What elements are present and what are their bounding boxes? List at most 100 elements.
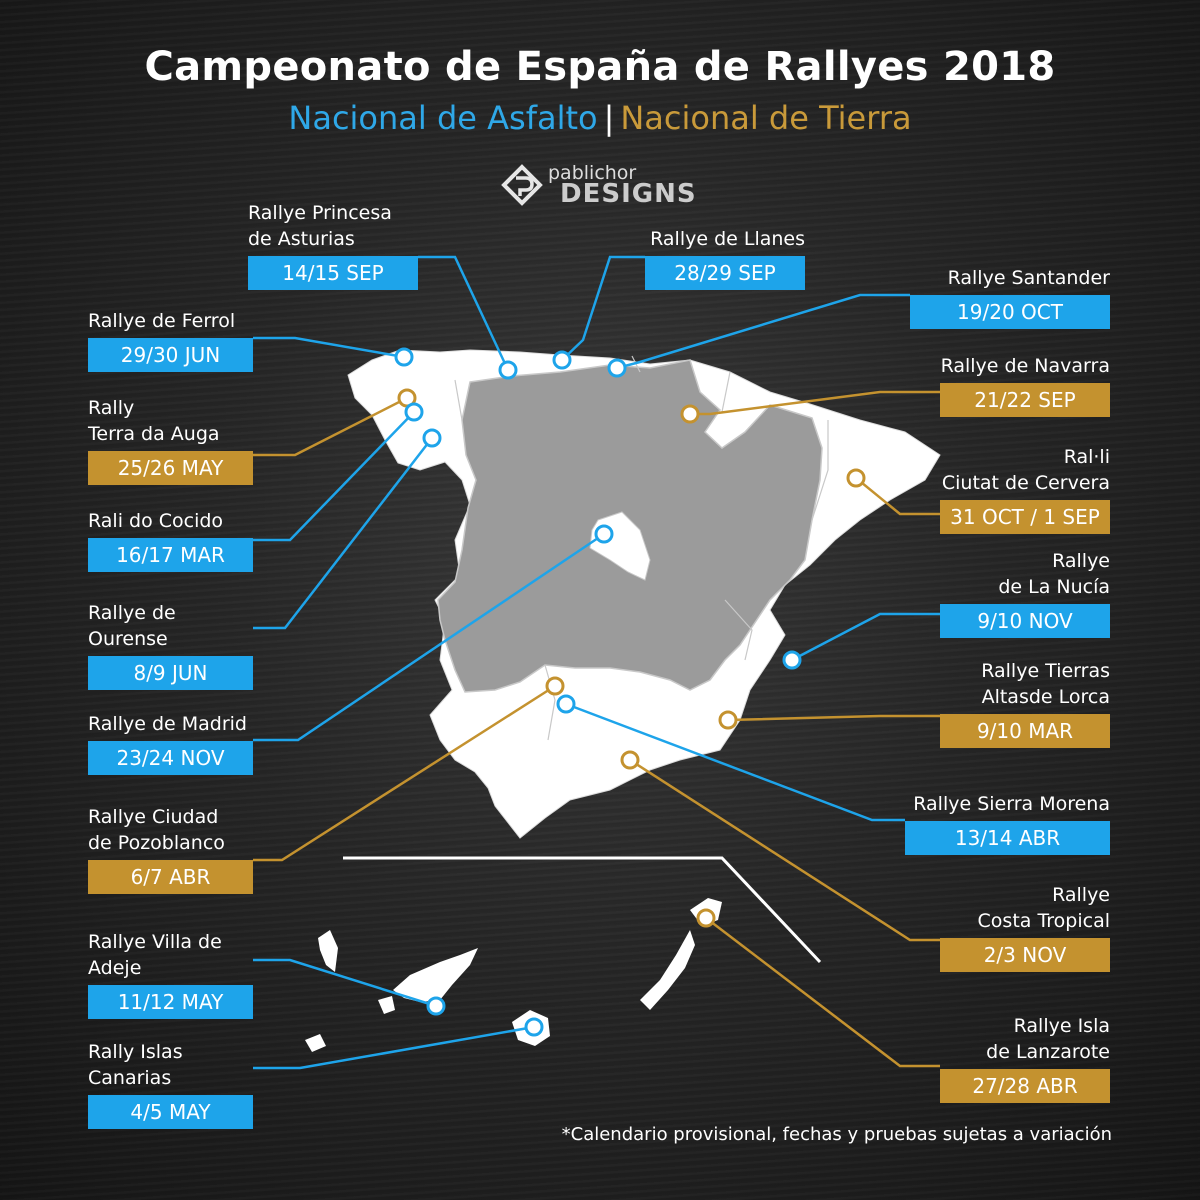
rally-name-line: Costa Tropical bbox=[977, 910, 1110, 932]
connector-ferrol bbox=[253, 336, 405, 359]
rally-name-line: Rallye Santander bbox=[947, 267, 1110, 289]
connector-cervera bbox=[855, 477, 940, 516]
connector-navarra bbox=[690, 390, 940, 416]
rally-tropical: Rallye Costa Tropical 2/3 NOV bbox=[940, 882, 1110, 972]
connector-canarias bbox=[253, 1025, 535, 1070]
rally-ferrol: Rallye de Ferrol 29/30 JUN bbox=[88, 308, 253, 372]
rally-name-line: de Lanzarote bbox=[986, 1041, 1110, 1063]
marker-navarra bbox=[680, 404, 700, 424]
rally-name-line: Rallye bbox=[1052, 550, 1110, 572]
legend-asfalto: Nacional de Asfalto bbox=[288, 99, 598, 137]
rally-date-badge: 29/30 JUN bbox=[88, 338, 253, 372]
connector-princesa bbox=[418, 255, 510, 371]
marker-llanes bbox=[552, 350, 572, 370]
connector-tropical bbox=[629, 758, 940, 942]
connector-santander bbox=[616, 293, 910, 370]
rally-date-badge: 6/7 ABR bbox=[88, 860, 253, 894]
rally-date-badge: 23/24 NOV bbox=[88, 741, 253, 775]
rally-lanzarote: Rallye Isla de Lanzarote 27/28 ABR bbox=[940, 1013, 1110, 1103]
rally-date-badge: 13/14 ABR bbox=[905, 821, 1110, 855]
connector-lines bbox=[253, 255, 940, 1070]
rally-date-badge: 25/26 MAY bbox=[88, 451, 253, 485]
rally-name-line: Rallye de Ourense bbox=[88, 602, 176, 650]
island-la-palma bbox=[318, 930, 338, 972]
rally-date-badge: 2/3 NOV bbox=[940, 938, 1110, 972]
rally-name-line: Rallye Princesa bbox=[248, 202, 392, 224]
marker-ferrol bbox=[394, 347, 414, 367]
logo-text-bottom: DESIGNS bbox=[560, 179, 697, 209]
rally-date-badge: 4/5 MAY bbox=[88, 1095, 253, 1129]
rally-date-badge: 27/28 ABR bbox=[940, 1069, 1110, 1103]
rally-name-line: Rallye de Ferrol bbox=[88, 310, 236, 332]
rally-date-badge: 16/17 MAR bbox=[88, 538, 253, 572]
logo-icon bbox=[501, 164, 543, 206]
rally-name-line: Terra da Auga bbox=[88, 423, 220, 445]
rally-cocido: Rali do Cocido 16/17 MAR bbox=[88, 508, 253, 572]
rally-ourense: Rallye de Ourense 8/9 JUN bbox=[88, 600, 253, 690]
rally-lorca: Rallye Tierras Altasde Lorca 9/10 MAR bbox=[940, 658, 1110, 748]
rally-princesa: Rallye Princesa de Asturias 14/15 SEP bbox=[248, 200, 418, 290]
rally-name-line: Ciutat de Cervera bbox=[941, 472, 1110, 494]
connector-terra bbox=[253, 396, 408, 457]
rally-name-line: Altasde Lorca bbox=[981, 686, 1110, 708]
rally-name-line: Rallye Ciudad bbox=[88, 806, 219, 828]
connector-madrid bbox=[253, 532, 605, 742]
island-hierro bbox=[305, 1034, 326, 1052]
connector-cocido bbox=[253, 411, 415, 542]
rally-canarias: Rally Islas Canarias 4/5 MAY bbox=[88, 1039, 253, 1129]
footnote: *Calendario provisional, fechas y prueba… bbox=[561, 1124, 1112, 1145]
rally-name-line: Rali do Cocido bbox=[88, 510, 224, 532]
rally-name-line: Rallye Sierra Morena bbox=[913, 793, 1110, 815]
legend-separator: | bbox=[603, 99, 615, 137]
rally-name-line: de Pozoblanco bbox=[88, 832, 225, 854]
rally-date-badge: 31 OCT / 1 SEP bbox=[940, 500, 1110, 534]
rally-name-line: Rallye de Madrid bbox=[88, 713, 247, 735]
connector-pozoblanco bbox=[253, 684, 556, 862]
rally-name-line: de Asturias bbox=[248, 228, 355, 250]
rally-cervera: Ral·li Ciutat de Cervera 31 OCT / 1 SEP bbox=[940, 444, 1110, 534]
connector-sierra bbox=[565, 702, 905, 822]
rally-date-badge: 19/20 OCT bbox=[910, 295, 1110, 329]
rally-date-badge: 21/22 SEP bbox=[940, 383, 1110, 417]
rally-terra: Rally Terra da Auga 25/26 MAY bbox=[88, 395, 253, 485]
subtitle: Nacional de Asfalto | Nacional de Tierra bbox=[0, 99, 1200, 137]
location-markers bbox=[394, 347, 866, 1037]
marker-cervera bbox=[846, 468, 866, 488]
marker-ourense bbox=[422, 428, 442, 448]
rally-date-badge: 9/10 NOV bbox=[940, 604, 1110, 638]
rally-name-line: Rallye de Llanes bbox=[650, 228, 805, 250]
legend-tierra: Nacional de Tierra bbox=[620, 99, 912, 137]
marker-adeje bbox=[426, 996, 446, 1016]
rally-madrid: Rallye de Madrid 23/24 NOV bbox=[88, 711, 253, 775]
marker-nucia bbox=[782, 650, 802, 670]
marker-lorca bbox=[718, 710, 738, 730]
canary-islands bbox=[305, 898, 722, 1052]
rally-date-badge: 11/12 MAY bbox=[88, 985, 253, 1019]
connector-nucia bbox=[791, 612, 940, 662]
rally-date-badge: 9/10 MAR bbox=[940, 714, 1110, 748]
connector-adeje bbox=[253, 958, 437, 1008]
marker-cocido bbox=[404, 402, 424, 422]
rally-llanes: Rallye de Llanes 28/29 SEP bbox=[645, 226, 805, 290]
marker-sierra bbox=[556, 694, 576, 714]
marker-pozoblanco bbox=[545, 676, 565, 696]
marker-canarias bbox=[524, 1017, 544, 1037]
connector-llanes bbox=[561, 255, 645, 361]
marker-princesa bbox=[498, 360, 518, 380]
island-fuerteventura bbox=[640, 930, 695, 1010]
rally-name-line: de La Nucía bbox=[998, 576, 1110, 598]
rally-pozoblanco: Rallye Ciudad de Pozoblanco 6/7 ABR bbox=[88, 804, 253, 894]
rally-nucia: Rallye de La Nucía 9/10 NOV bbox=[940, 548, 1110, 638]
rally-name-line: Rallye Villa de Adeje bbox=[88, 931, 222, 979]
marker-santander bbox=[607, 358, 627, 378]
connector-lanzarote bbox=[705, 917, 940, 1068]
rally-name-line: Rally bbox=[88, 397, 135, 419]
rally-navarra: Rallye de Navarra 21/22 SEP bbox=[940, 353, 1110, 417]
marker-tropical bbox=[620, 750, 640, 770]
marker-lanzarote bbox=[696, 908, 716, 928]
rally-sierra: Rallye Sierra Morena 13/14 ABR bbox=[905, 791, 1110, 855]
island-gomera bbox=[378, 996, 395, 1014]
marker-madrid bbox=[594, 524, 614, 544]
rally-name-line: Rallye de Navarra bbox=[940, 355, 1110, 377]
